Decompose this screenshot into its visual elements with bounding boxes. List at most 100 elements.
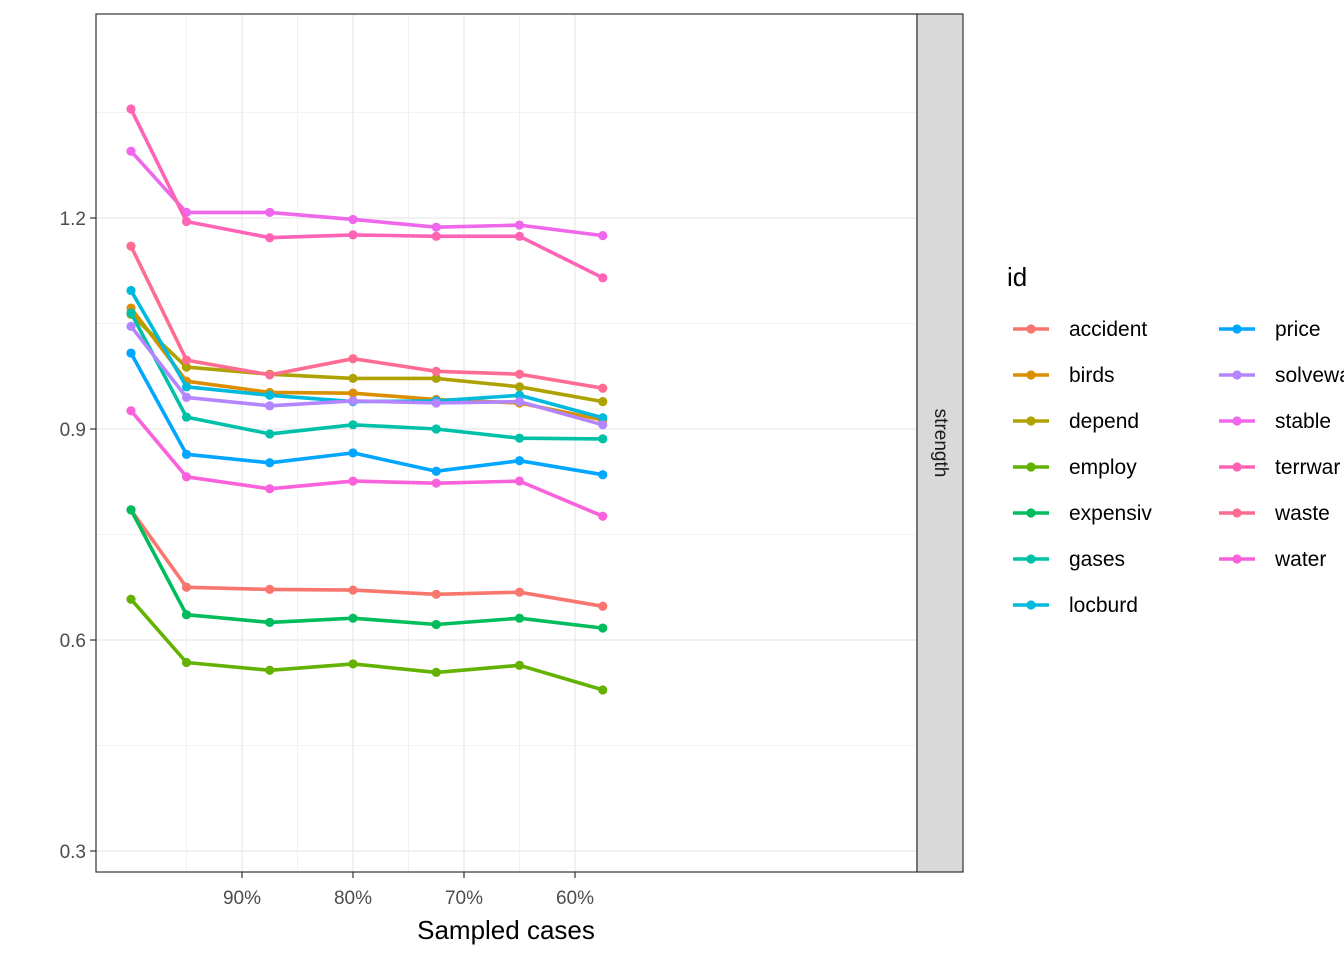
data-point-employ (181, 657, 192, 668)
y-tick-label: 0.9 (60, 420, 86, 441)
legend-key-point (1026, 554, 1036, 564)
data-point-price (181, 449, 192, 459)
legend-item-stable: stable (1219, 410, 1331, 433)
legend-item-locburd: locburd (1013, 594, 1138, 617)
data-point-terrwar (181, 216, 192, 227)
data-point-terrwar (431, 231, 441, 241)
legend-key-point (1026, 508, 1036, 518)
legend-item-birds: birds (1013, 364, 1115, 387)
legend-item-waste: waste (1219, 502, 1330, 525)
data-point-stable (265, 207, 275, 218)
data-point-gases (265, 429, 275, 439)
legend-item-depend: depend (1013, 410, 1139, 433)
data-point-waste (514, 369, 525, 379)
legend-item-terrwar: terrwar (1219, 456, 1340, 479)
data-point-depend (348, 373, 358, 383)
x-axis-title: Sampled cases (417, 915, 595, 945)
legend-key-point (1026, 324, 1036, 334)
data-point-stable (126, 146, 136, 156)
data-point-locburd (514, 390, 525, 400)
data-point-terrwar (265, 233, 275, 243)
y-tick-label: 0.3 (60, 842, 86, 863)
legend-item-accident: accident (1013, 318, 1147, 341)
data-point-solvewa (514, 396, 525, 407)
legend-key-point (1026, 462, 1036, 472)
legend-key-point (1232, 416, 1242, 426)
data-point-waste (181, 355, 192, 365)
legend-key-point (1232, 508, 1242, 518)
series-waste (126, 241, 608, 393)
data-point-terrwar (348, 230, 358, 240)
data-point-expensiv (598, 623, 608, 633)
legend-title: id (1007, 262, 1027, 292)
data-point-waste (126, 241, 136, 251)
series-price (126, 348, 608, 480)
facet-strip: strength (916, 13, 964, 873)
data-point-waste (348, 354, 358, 364)
data-point-water (265, 484, 275, 494)
data-point-locburd (265, 390, 275, 400)
data-point-gases (514, 433, 525, 443)
data-point-water (514, 476, 525, 486)
data-point-employ (126, 594, 136, 604)
legend-item-employ: employ (1013, 456, 1137, 479)
data-point-stable (598, 231, 608, 241)
data-point-employ (348, 659, 358, 669)
legend-key-point (1232, 554, 1242, 564)
data-point-price (598, 470, 608, 480)
data-point-price (348, 448, 358, 458)
data-point-stable (431, 222, 441, 232)
legend-item-expensiv: expensiv (1013, 502, 1152, 525)
legend-label: price (1275, 318, 1321, 341)
legend-label: water (1274, 548, 1326, 571)
panel-background (96, 14, 917, 872)
data-point-terrwar (598, 273, 608, 283)
data-point-expensiv (265, 617, 275, 628)
legend-label: solvewa (1275, 364, 1344, 387)
data-point-solvewa (598, 420, 608, 430)
data-point-accident (181, 582, 192, 592)
legend-label: stable (1275, 410, 1331, 433)
data-point-stable (514, 220, 525, 230)
data-point-stable (348, 214, 358, 225)
legend-label: waste (1274, 502, 1330, 525)
legend-item-solvewa: solvewa (1219, 364, 1344, 387)
legend-item-price: price (1219, 318, 1321, 341)
data-point-accident (598, 601, 608, 611)
data-point-employ (265, 665, 275, 675)
data-point-solvewa (181, 392, 192, 402)
data-point-expensiv (126, 505, 136, 515)
data-point-birds (348, 388, 358, 398)
data-point-solvewa (265, 401, 275, 411)
legend-label: gases (1069, 548, 1125, 571)
legend-key-point (1232, 462, 1242, 472)
series-water (126, 406, 608, 521)
x-tick-label: 60% (556, 888, 594, 909)
series-gases (126, 308, 608, 444)
data-point-depend (431, 373, 441, 383)
data-point-water (126, 406, 136, 416)
data-point-gases (126, 308, 136, 318)
data-point-depend (181, 362, 192, 372)
legend-key-point (1026, 600, 1036, 610)
data-point-gases (598, 434, 608, 444)
data-point-locburd (598, 413, 608, 423)
series-employ (126, 594, 608, 695)
legend: id accident birds depend employ expensiv gase… (1007, 262, 1344, 617)
y-tick-label: 0.6 (60, 631, 86, 652)
data-point-water (348, 476, 358, 486)
data-point-gases (181, 412, 192, 422)
y-axis-ticks: 0.3 0.6 0.9 1.2 (60, 209, 96, 863)
legend-item-water: water (1219, 548, 1326, 571)
data-point-expensiv (181, 610, 192, 620)
data-point-depend (514, 382, 525, 392)
grid-lines (96, 14, 917, 872)
data-point-water (598, 511, 608, 521)
x-tick-label: 80% (334, 888, 372, 909)
data-point-price (265, 458, 275, 468)
data-point-solvewa (126, 321, 136, 331)
facet-strip-label: strength (930, 409, 951, 478)
series-solvewa (126, 321, 608, 430)
data-point-accident (348, 585, 358, 595)
data-point-terrwar (126, 104, 136, 114)
